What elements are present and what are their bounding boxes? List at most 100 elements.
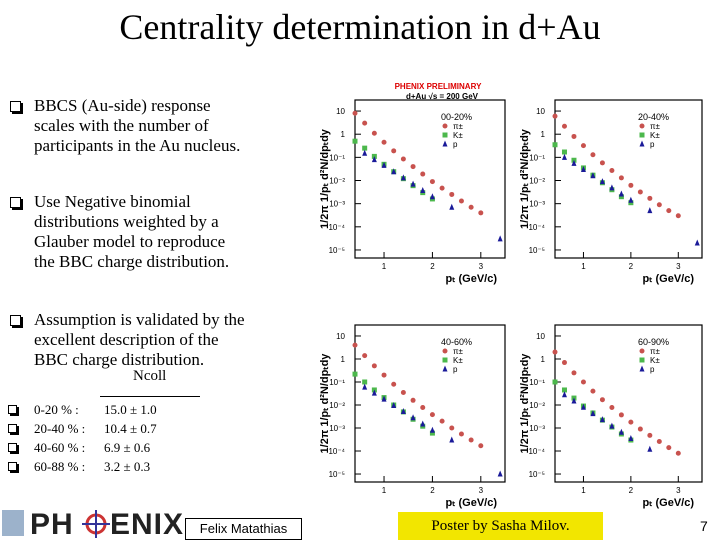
- x-tick-label: 3: [479, 486, 484, 495]
- y-tick-label: 1: [541, 130, 546, 139]
- point: [609, 184, 615, 191]
- ncoll-range: 20-40 % :: [34, 421, 86, 436]
- legend-marker: [442, 140, 448, 147]
- legend-label: K±: [453, 356, 463, 365]
- point: [362, 145, 368, 151]
- point: [552, 142, 558, 148]
- legend-label: p: [453, 140, 458, 149]
- legend-marker: [442, 348, 448, 354]
- point: [400, 408, 406, 415]
- point: [628, 182, 634, 188]
- point: [362, 120, 368, 126]
- point: [647, 195, 653, 201]
- point: [449, 203, 455, 210]
- point: [618, 412, 624, 418]
- x-tick-label: 2: [430, 262, 435, 271]
- logo-left: PH: [30, 508, 74, 540]
- point: [478, 443, 484, 449]
- x-tick-label: 3: [676, 486, 681, 495]
- y-axis-label: 1/2π 1/pₜ d²N/dpₜdy: [319, 128, 331, 229]
- y-tick-label: 10⁻³: [529, 424, 545, 433]
- point: [694, 239, 700, 246]
- y-tick-label: 10⁻⁵: [329, 246, 345, 255]
- y-tick-label: 10⁻³: [529, 200, 545, 209]
- point: [618, 194, 624, 200]
- point: [609, 404, 615, 410]
- point: [552, 349, 558, 355]
- bullet-line: Use Negative binomial: [34, 192, 191, 211]
- legend-marker: [442, 365, 448, 372]
- point: [449, 436, 455, 443]
- legend-label: p: [650, 365, 655, 374]
- point: [561, 391, 567, 398]
- point: [429, 193, 435, 200]
- y-tick-label: 10⁻³: [329, 424, 345, 433]
- legend-marker: [639, 140, 645, 147]
- point: [561, 153, 567, 160]
- banner-energy: d+Au √s = 200 GeV: [406, 92, 479, 101]
- point: [561, 360, 567, 366]
- bullet-marker: [10, 197, 21, 208]
- y-tick-label: 10⁻²: [329, 401, 345, 410]
- point: [420, 187, 426, 194]
- point: [429, 426, 435, 433]
- point: [449, 425, 455, 431]
- point: [468, 204, 474, 210]
- plot-frame: [554, 99, 703, 259]
- bullet-marker: [8, 424, 17, 433]
- panel-label: 40-60%: [441, 337, 472, 347]
- point: [571, 159, 577, 166]
- y-tick-label: 10⁻⁴: [528, 447, 545, 456]
- ncoll-value: 3.2 ± 0.3: [104, 459, 151, 474]
- bullet-text: Assumption is validated by the excellent …: [34, 310, 245, 370]
- slide-title: Centrality determination in d+Au: [119, 7, 601, 47]
- bullet: Assumption is validated by the excellent …: [10, 310, 245, 370]
- point: [478, 210, 484, 216]
- point: [391, 148, 397, 154]
- point: [618, 428, 624, 435]
- point: [391, 168, 397, 175]
- ncoll-value: 10.4 ± 0.7: [104, 421, 157, 436]
- x-tick-label: 3: [479, 262, 484, 271]
- point: [371, 156, 377, 163]
- legend-label: p: [453, 365, 458, 374]
- bullet-marker: [10, 101, 21, 112]
- banner: PHENIX PRELIMINARY: [395, 82, 482, 91]
- ncoll-value: 15.0 ± 1.0: [104, 402, 157, 417]
- bullet-marker: [10, 315, 21, 326]
- page-number: 7: [700, 518, 708, 534]
- point: [410, 180, 416, 187]
- point: [381, 139, 387, 145]
- y-tick-label: 10: [336, 332, 345, 341]
- point: [637, 189, 643, 195]
- logo-star: [82, 510, 110, 538]
- bullet-line: distributions weighted by a: [34, 212, 219, 231]
- point: [458, 431, 464, 437]
- legend-marker: [639, 365, 645, 372]
- point: [497, 470, 503, 477]
- bullet-line: excellent description of the: [34, 330, 219, 349]
- point: [647, 207, 653, 214]
- plot-frame: [354, 99, 506, 259]
- ncoll-row: 20-40 % : 10.4 ± 0.7: [8, 419, 208, 439]
- point: [571, 397, 577, 404]
- bullet-line: BBC charge distribution.: [34, 350, 205, 369]
- y-tick-label: 10⁻⁵: [529, 470, 545, 479]
- point: [561, 149, 567, 155]
- point: [675, 450, 681, 456]
- y-tick-label: 10⁻⁴: [328, 447, 345, 456]
- point: [352, 342, 358, 348]
- logo: PH ENIX: [2, 508, 183, 540]
- y-tick-label: 1: [341, 130, 346, 139]
- legend-label: π±: [650, 122, 661, 131]
- panel-label: 60-90%: [638, 337, 669, 347]
- y-tick-label: 10: [536, 107, 545, 116]
- point: [609, 422, 615, 429]
- point: [599, 178, 605, 185]
- legend-label: K±: [650, 356, 660, 365]
- y-tick-label: 10⁻¹: [529, 153, 545, 162]
- x-tick-label: 2: [430, 486, 435, 495]
- legend-label: K±: [453, 131, 463, 140]
- point: [580, 403, 586, 410]
